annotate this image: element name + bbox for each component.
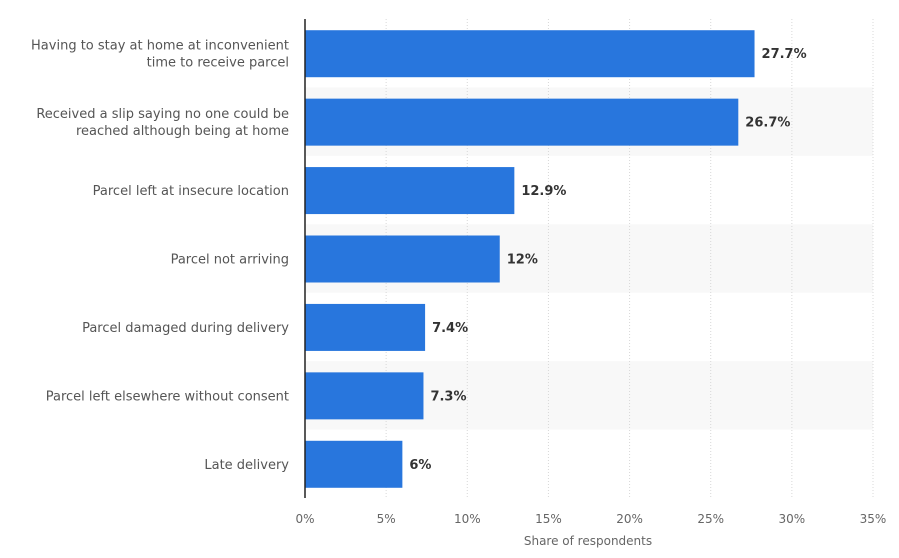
x-axis-title: Share of respondents xyxy=(524,534,652,548)
bar xyxy=(305,235,500,283)
value-label: 7.3% xyxy=(430,389,466,404)
category-label: Parcel not arriving xyxy=(171,253,289,268)
category-label: Parcel damaged during delivery xyxy=(82,321,289,336)
value-label: 7.4% xyxy=(432,321,468,336)
category-label: Parcel left elsewhere without consent xyxy=(46,389,289,404)
x-tick-label: 30% xyxy=(779,512,806,526)
value-label: 26.7% xyxy=(745,116,790,131)
bar xyxy=(305,98,739,146)
x-tick-label: 0% xyxy=(295,512,314,526)
category-label: Parcel left at insecure location xyxy=(93,184,289,199)
value-label: 12.9% xyxy=(521,184,566,199)
bar xyxy=(305,30,755,78)
value-label: 12% xyxy=(507,253,538,268)
bar xyxy=(305,372,424,420)
category-label: Received a slip saying no one could be re… xyxy=(36,107,289,139)
x-tick-labels: 0% 5% 10% 15% 20% 25% 30% 35% xyxy=(295,512,886,526)
category-labels: Having to stay at home at inconvenient ti… xyxy=(31,39,289,473)
x-tick-label: 10% xyxy=(454,512,481,526)
x-tick-label: 35% xyxy=(860,512,887,526)
category-label: Having to stay at home at inconvenient ti… xyxy=(31,39,289,71)
bars xyxy=(305,30,755,488)
x-tick-label: 5% xyxy=(377,512,396,526)
bar xyxy=(305,303,426,351)
x-tick-label: 25% xyxy=(697,512,724,526)
category-label: Late delivery xyxy=(204,458,289,473)
bar xyxy=(305,440,403,488)
x-tick-label: 20% xyxy=(616,512,643,526)
value-label: 6% xyxy=(409,458,431,473)
bar xyxy=(305,167,515,215)
x-tick-label: 15% xyxy=(535,512,562,526)
value-labels: 27.7% 26.7% 12.9% 12% 7.4% 7.3% 6% xyxy=(409,47,806,473)
value-label: 27.7% xyxy=(762,47,807,62)
